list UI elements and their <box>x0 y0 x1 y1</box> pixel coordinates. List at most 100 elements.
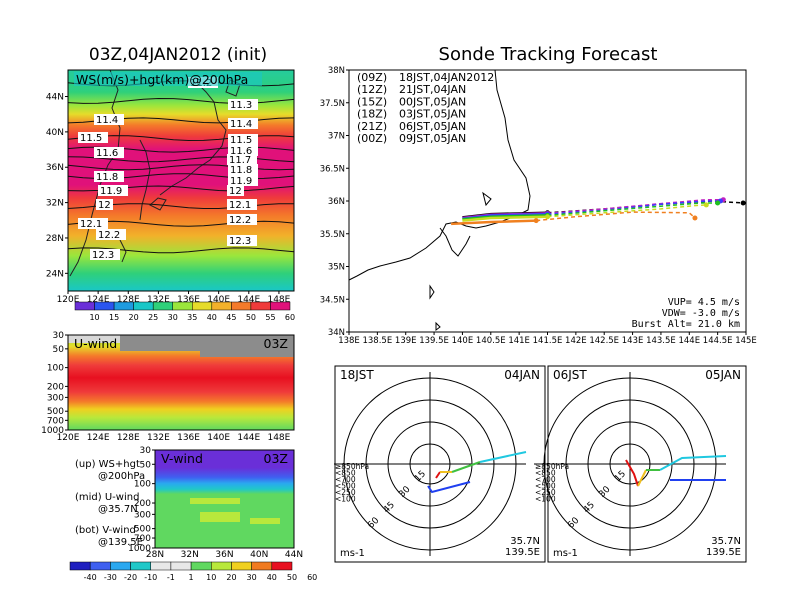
contour-label-bg <box>94 171 124 182</box>
uv-colorbar-tick: 10 <box>206 573 216 582</box>
contour-label: 12.1 <box>80 219 102 230</box>
hodo-wind-trace <box>637 469 647 487</box>
contour-label-bg <box>228 118 258 129</box>
uv-colorbar-swatch <box>211 561 232 571</box>
track-lon-label: 138.5E <box>362 336 392 346</box>
uv-colorbar-swatch <box>231 561 252 571</box>
contour-label: 11.9 <box>100 186 122 197</box>
u-x-tick-label: 148E <box>267 433 290 443</box>
contour-label-bg <box>78 132 108 143</box>
contour-label-bg <box>227 154 257 165</box>
contour-label: 11.5 <box>230 135 252 146</box>
track-lon-label: 139.5E <box>419 336 449 346</box>
sonde-landing-point <box>715 200 721 206</box>
uv-colorbar-tick: -1 <box>167 573 175 582</box>
sonde-track-descent <box>547 202 718 217</box>
hodo-wind-trace <box>625 459 639 487</box>
track-lon-label: 140E <box>452 336 474 346</box>
contour-label-bg <box>228 175 258 186</box>
u-x-tick-label: 124E <box>87 433 110 443</box>
contour-label-bg <box>227 214 257 225</box>
note-up-a: (up) WS+hgt <box>75 459 140 470</box>
colorbar-tick: 45 <box>226 313 236 322</box>
hodo-right-lon: 139.5E <box>706 547 741 558</box>
hodo-left-date: 04JAN <box>504 368 540 382</box>
lon-tick-label: 148E <box>267 295 290 305</box>
contour-label-bg <box>94 147 124 158</box>
ws-map-panel: 11.211.311.411.411.511.511.611.611.711.8… <box>46 69 295 305</box>
track-legend-label: 18JST,04JAN2012 <box>399 71 494 84</box>
contour-label-bg <box>78 218 108 229</box>
track-legend-label: 21JST,04JAN <box>399 83 466 96</box>
track-lon-label: 138E <box>338 336 360 346</box>
track-lon-label: 145E <box>735 336 757 346</box>
pressure-tick-label: 100 <box>134 480 151 490</box>
lon-tick-label: 136E <box>177 295 200 305</box>
uv-colorbar-tick: 20 <box>226 573 236 582</box>
u-x-tick-label: 140E <box>207 433 230 443</box>
contour-label: 12 <box>229 186 242 197</box>
sonde-burst-point <box>533 218 539 224</box>
hodo-level-label: <250 <box>335 488 356 497</box>
uv-colorbar-tick: 40 <box>267 573 277 582</box>
v-x-tick-label: 36N <box>215 550 233 560</box>
track-lon-label: 140.5E <box>476 336 506 346</box>
colorbar-swatch <box>133 301 154 311</box>
track-legend-label: 09JST,05JAN <box>399 132 466 145</box>
hodo-wind-trace <box>427 481 471 494</box>
track-lon-label: 142.5E <box>589 336 619 346</box>
lat-tick-label: 40N <box>46 128 64 138</box>
u-x-tick-label: 136E <box>177 433 200 443</box>
track-lon-label: 144E <box>678 336 700 346</box>
hodo-wind-trace <box>451 461 481 473</box>
track-legend-code: (21Z) <box>357 120 387 133</box>
note-mid-b: @35.7N <box>98 504 138 515</box>
track-lon-label: 144.5E <box>703 336 733 346</box>
sonde-tracks <box>451 197 746 226</box>
colorbar-swatch <box>270 301 291 311</box>
colorbar-tick: 10 <box>89 313 99 322</box>
colorbar-tick: 55 <box>265 313 275 322</box>
u-wind-time: 03Z <box>264 336 288 351</box>
sonde-track-descent <box>536 211 696 222</box>
sonde-track-descent <box>547 200 721 215</box>
uv-colorbar-swatch <box>110 561 131 571</box>
hodo-level-label: <700 <box>335 475 356 484</box>
left-title: 03Z,04JAN2012 (init) <box>89 45 267 65</box>
contour-label: 11.4 <box>230 119 252 130</box>
hodo-level-label: ≥850hPa <box>335 462 369 471</box>
pressure-tick-label: 700 <box>134 534 151 544</box>
v-x-tick-label: 32N <box>181 550 199 560</box>
v-wind-time: 03Z <box>264 451 288 466</box>
u-wind-label: U-wind <box>74 336 117 351</box>
param-vdw: VDW= -3.0 m/s <box>662 308 740 319</box>
colorbar-tick: 60 <box>285 313 295 322</box>
note-bot-b: @139.5E <box>98 537 143 548</box>
panel-legend-notes: (up) WS+hgt @200hPa (mid) U-wind @35.7N … <box>75 459 145 548</box>
pressure-tick-label: 200 <box>134 499 151 509</box>
track-lat-label: 34N <box>328 328 345 338</box>
uv-colorbar: -40 -30 -20 -10 -1 1 10 20 30 40 50 60 <box>69 561 317 582</box>
hodo-right-time: 06JST <box>553 368 587 382</box>
sonde-track-ascent <box>462 214 548 221</box>
pressure-tick-label: 500 <box>47 407 64 417</box>
colorbar-swatch <box>192 301 213 311</box>
hodograph-left: 18JST 04JAN ms-1 35.7N 139.5E 15304560≥8… <box>334 365 546 563</box>
hodo-left-time: 18JST <box>340 368 374 382</box>
contour-label: 12.2 <box>229 215 251 226</box>
lat-tick-label: 36N <box>46 163 64 173</box>
hgt-contour-line <box>67 247 295 254</box>
track-legend-label: 06JST,05JAN <box>399 120 466 133</box>
colorbar-swatch <box>74 301 95 311</box>
sonde-landing-point <box>692 215 698 221</box>
track-legend-code: (12Z) <box>357 83 387 96</box>
uv-colorbar-tick: 1 <box>189 573 194 582</box>
contour-label-bg <box>94 114 124 125</box>
uv-colorbar-swatch <box>150 561 172 571</box>
contour-label-bg <box>228 145 258 156</box>
contour-label: 12.2 <box>98 230 120 241</box>
uv-colorbar-swatch <box>89 561 111 571</box>
pressure-tick-label: 1000 <box>128 544 151 554</box>
contour-label: 12 <box>98 200 111 211</box>
